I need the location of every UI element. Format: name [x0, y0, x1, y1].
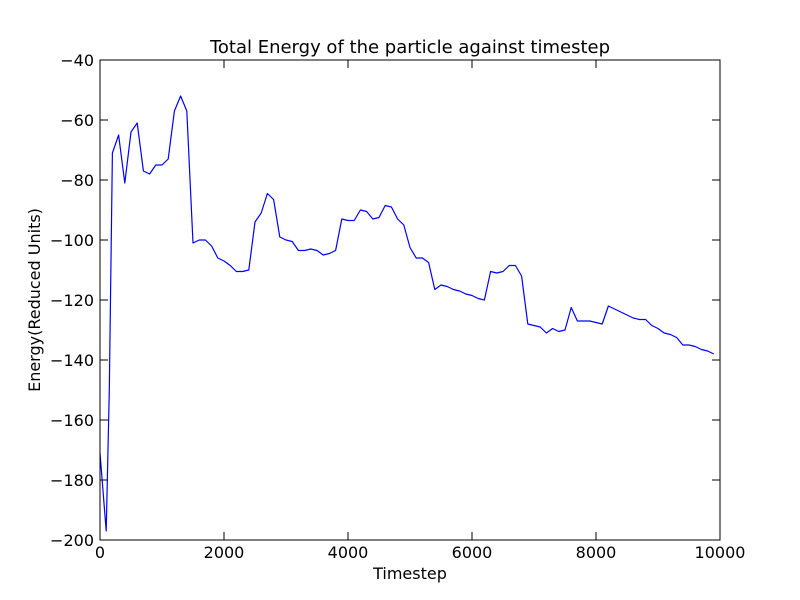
y-tick-label: −140 [50, 351, 94, 370]
x-tick-label: 4000 [328, 543, 369, 562]
y-tick-label: −160 [50, 411, 94, 430]
y-tick-label: −180 [50, 471, 94, 490]
x-axis-label: Timestep [372, 564, 447, 583]
x-tick-label: 8000 [576, 543, 617, 562]
y-tick-label: −80 [60, 171, 94, 190]
y-tick-label: −200 [50, 531, 94, 550]
series-layer [99, 95, 715, 532]
x-tick-label: 10000 [695, 543, 746, 562]
chart-title: Total Energy of the particle against tim… [209, 37, 610, 58]
y-tick-label: −100 [50, 231, 94, 250]
y-tick-label: −120 [50, 291, 94, 310]
x-tick-label: 2000 [204, 543, 245, 562]
y-axis-label: Energy(Reduced Units) [25, 208, 44, 392]
series-line-0 [99, 95, 715, 532]
y-tick-label: −60 [60, 111, 94, 130]
ticks-layer: 0 2000 4000 6000 8000 10000 −200 −180 −160 −140 −1… [50, 51, 745, 562]
y-tick-label: −40 [60, 51, 94, 70]
x-tick-label: 6000 [452, 543, 493, 562]
x-tick-label: 0 [95, 543, 105, 562]
